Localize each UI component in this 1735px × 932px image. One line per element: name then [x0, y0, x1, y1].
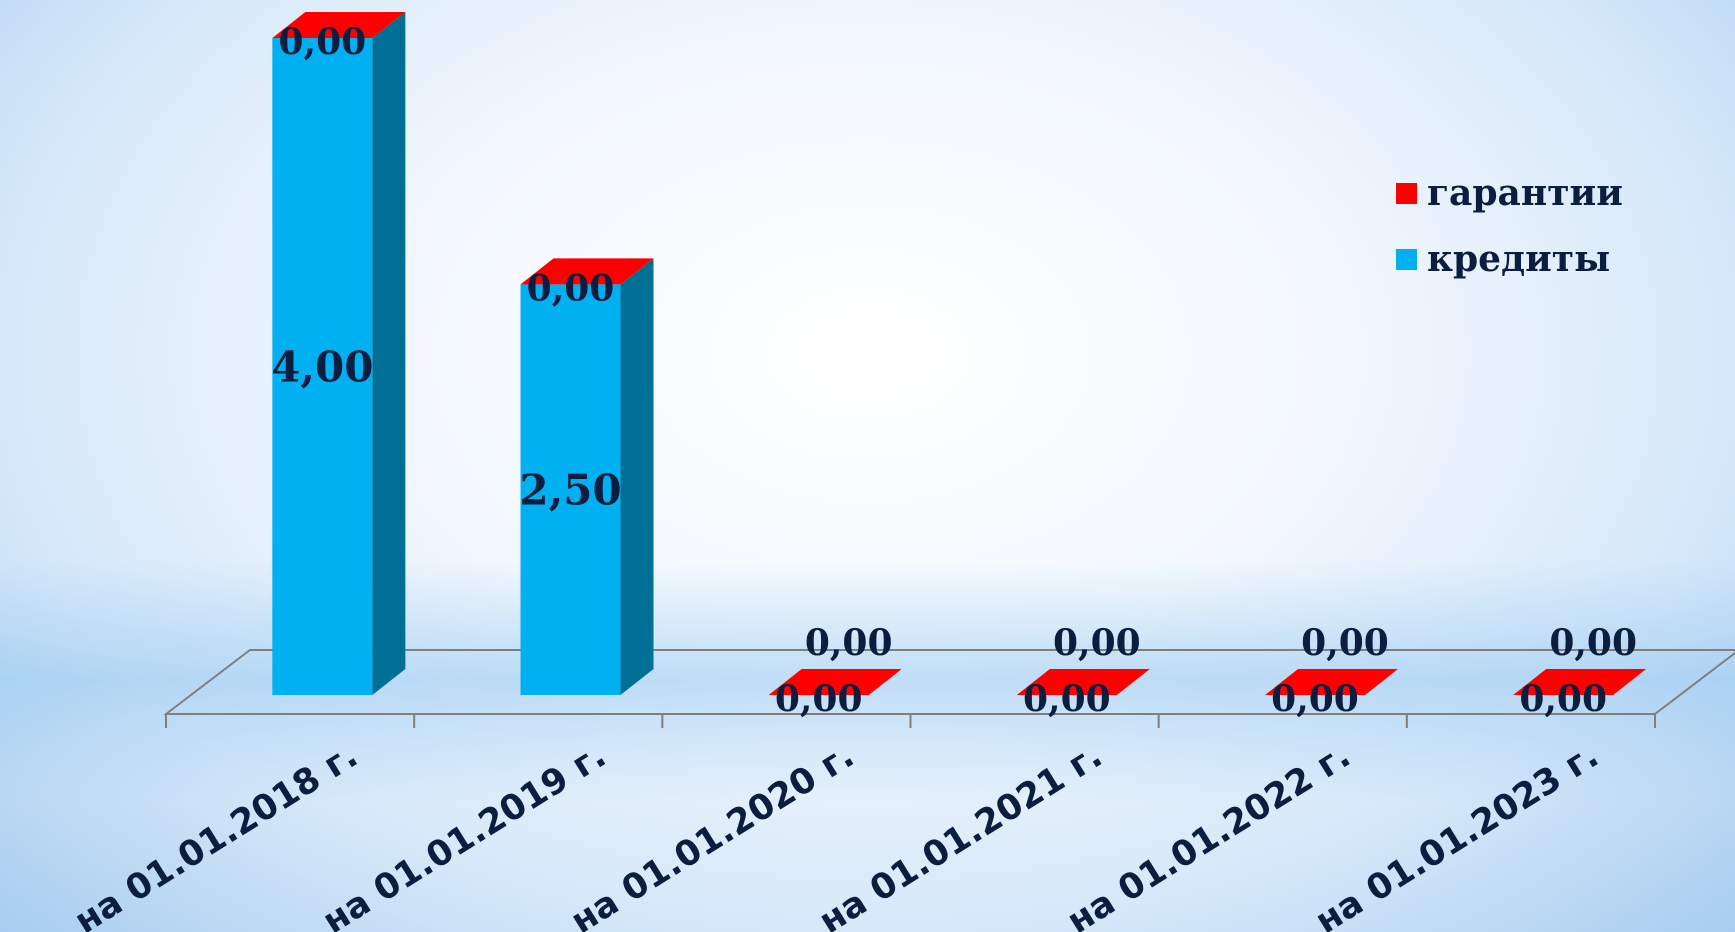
bar-guarantees	[1265, 669, 1399, 695]
bar-credits	[520, 284, 621, 695]
bar-guarantees	[1513, 669, 1647, 695]
bar-guarantees	[520, 258, 654, 285]
data-label-credits: 0,00	[775, 678, 863, 720]
bar-guarantees	[272, 12, 406, 38]
legend: гарантии кредиты	[1396, 160, 1623, 292]
legend-swatch-credits	[1396, 248, 1417, 270]
data-label-guarantees: 0,00	[279, 21, 367, 63]
data-label-guarantees: 0,00	[1549, 622, 1637, 664]
legend-swatch-guarantees	[1396, 182, 1417, 204]
data-label-credits: 0,00	[1023, 678, 1111, 720]
bar-side-credits	[372, 12, 406, 695]
legend-item-guarantees: гарантии	[1396, 160, 1623, 226]
data-label-guarantees: 0,00	[1301, 622, 1389, 664]
data-label-credits: 4,00	[271, 343, 373, 392]
x-tick-label: на 01.01.2018 г.	[68, 736, 365, 932]
legend-item-credits: кредиты	[1396, 226, 1623, 292]
data-label-guarantees: 0,00	[805, 622, 893, 664]
bar-side-credits	[620, 258, 654, 695]
data-label-guarantees: 0,00	[527, 267, 615, 309]
bar-guarantees	[768, 669, 902, 695]
bar-guarantees	[1016, 669, 1150, 695]
data-label-credits: 0,00	[1519, 678, 1607, 720]
bar-credits	[272, 38, 373, 695]
data-label-credits: 0,00	[1271, 678, 1359, 720]
data-label-guarantees: 0,00	[1053, 622, 1141, 664]
legend-label-guarantees: гарантии	[1427, 172, 1623, 214]
legend-label-credits: кредиты	[1427, 238, 1611, 280]
data-label-credits: 2,50	[519, 466, 621, 515]
